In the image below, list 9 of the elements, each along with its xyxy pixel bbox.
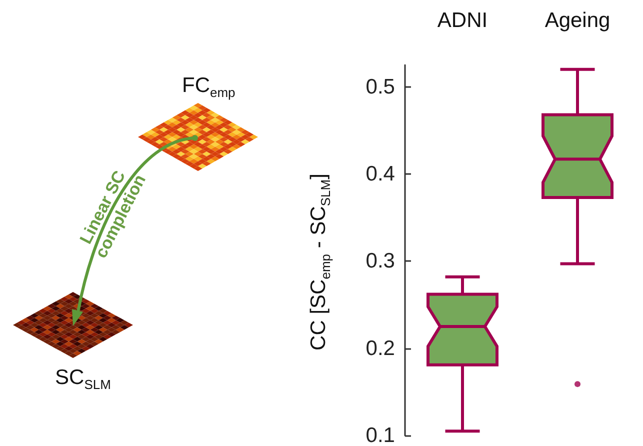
text: SC$_{SLM}$ bbox=[55, 366, 111, 392]
y-tick-label: 0.4 bbox=[366, 162, 396, 186]
x-tick-label: Ageing bbox=[544, 9, 610, 32]
x-tick-label: ADNI bbox=[437, 9, 488, 32]
y-tick-label: 0.3 bbox=[366, 250, 395, 273]
y-tick-label: 0.2 bbox=[366, 336, 395, 360]
text: FC$_{emp}$ bbox=[182, 74, 236, 100]
y-tick-label: 0.1 bbox=[366, 424, 395, 446]
y-tick-label: 0.5 bbox=[366, 75, 395, 98]
